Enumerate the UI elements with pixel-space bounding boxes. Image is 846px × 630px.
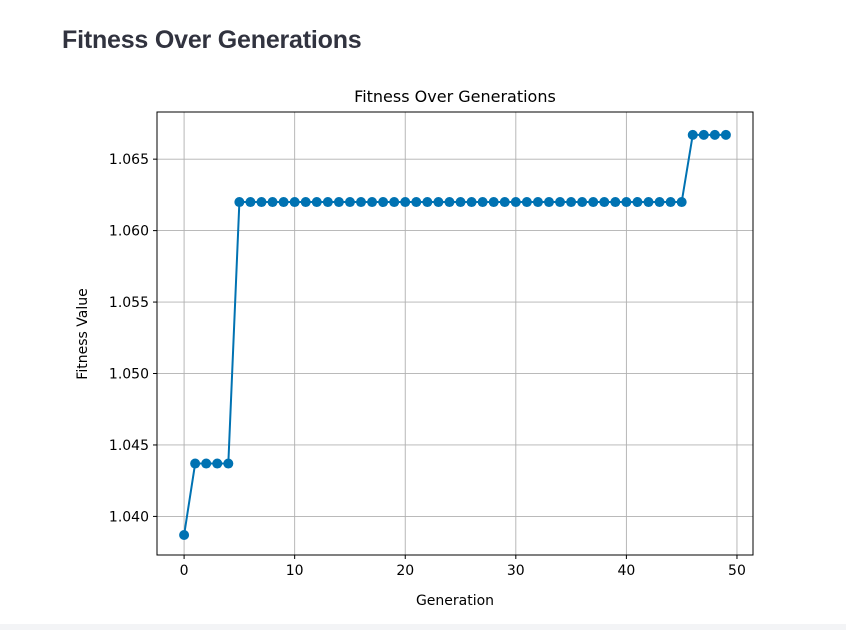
series-layer (179, 129, 731, 540)
x-axis-label: Generation (416, 593, 494, 609)
data-point (543, 197, 554, 208)
data-point (621, 197, 632, 208)
data-point (687, 129, 698, 140)
data-point (367, 197, 378, 208)
data-point (654, 197, 665, 208)
bottom-band (0, 624, 846, 630)
data-point (179, 529, 190, 540)
y-tick-label: 1.050 (109, 367, 149, 383)
data-point (223, 458, 234, 469)
data-point (477, 197, 488, 208)
data-point (610, 197, 621, 208)
grid-layer (157, 112, 753, 555)
x-tick-label: 40 (617, 563, 635, 579)
data-point (333, 197, 344, 208)
data-point (234, 197, 245, 208)
data-point (555, 197, 566, 208)
data-point (665, 197, 676, 208)
x-tick-label: 50 (728, 563, 746, 579)
data-point (588, 197, 599, 208)
plot-frame (156, 111, 754, 556)
data-point (599, 197, 610, 208)
page-heading: Fitness Over Generations (62, 26, 362, 54)
y-tick-label: 1.045 (109, 438, 149, 454)
y-tick-label: 1.065 (109, 152, 149, 168)
data-point (521, 197, 532, 208)
chart-title: Fitness Over Generations (354, 87, 556, 106)
series-line (183, 133, 726, 536)
data-point (444, 197, 455, 208)
tick-layer: 0 10 20 30 40 50 1.040 1.045 1.050 1.055 1.060 1.06… (109, 152, 746, 579)
data-point (356, 197, 367, 208)
y-axis-label: Fitness Value (75, 288, 91, 379)
data-point (201, 458, 212, 469)
y-tick-label: 1.055 (109, 295, 149, 311)
data-point (698, 129, 709, 140)
data-point (300, 197, 311, 208)
data-point (278, 197, 289, 208)
data-point (466, 197, 477, 208)
data-point (499, 197, 510, 208)
data-point (488, 197, 499, 208)
data-point (190, 458, 201, 469)
data-point (245, 197, 256, 208)
data-point (632, 197, 643, 208)
data-point (400, 197, 411, 208)
data-point (389, 197, 400, 208)
data-point (267, 197, 278, 208)
data-point (289, 197, 300, 208)
data-point (577, 197, 588, 208)
data-point (720, 129, 731, 140)
data-point (566, 197, 577, 208)
data-point (676, 197, 687, 208)
x-tick-label: 30 (507, 563, 525, 579)
data-point (322, 197, 333, 208)
data-point (256, 197, 267, 208)
x-tick-label: 20 (396, 563, 414, 579)
data-point (378, 197, 389, 208)
data-point (411, 197, 422, 208)
x-tick-label: 0 (180, 563, 189, 579)
data-point (433, 197, 444, 208)
y-tick-label: 1.040 (109, 509, 149, 525)
data-point (422, 197, 433, 208)
data-point (709, 129, 720, 140)
data-point (643, 197, 654, 208)
y-tick-label: 1.060 (109, 224, 149, 240)
data-point (510, 197, 521, 208)
data-point (311, 197, 322, 208)
data-point (212, 458, 223, 469)
data-point (532, 197, 543, 208)
data-point (455, 197, 466, 208)
x-tick-label: 10 (286, 563, 304, 579)
data-point (344, 197, 355, 208)
